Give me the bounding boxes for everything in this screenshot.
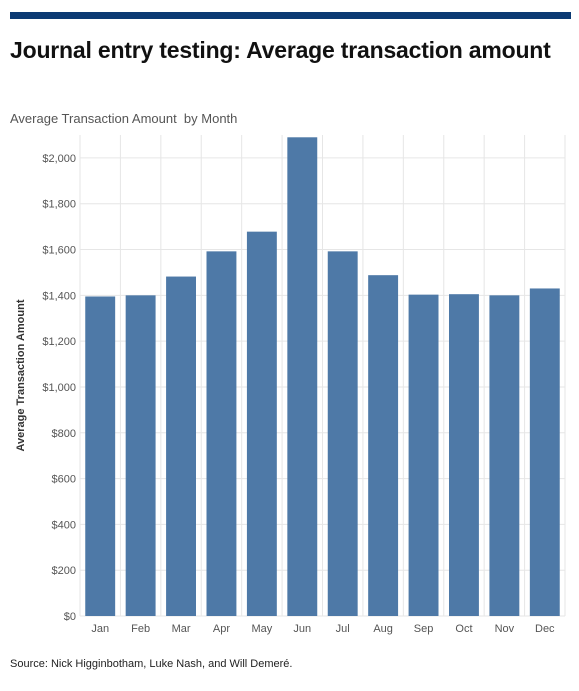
x-tick-label: Jan [91, 623, 109, 635]
x-tick-label: Jun [293, 623, 311, 635]
x-tick-label: Oct [455, 623, 472, 635]
x-tick-label: Dec [535, 623, 555, 635]
y-tick-label: $1,000 [42, 382, 76, 394]
bar-oct [449, 294, 479, 616]
bars [85, 137, 560, 617]
y-tick-label: $0 [64, 611, 76, 623]
y-tick-label: $2,000 [42, 153, 76, 165]
x-tick-label: Aug [373, 623, 393, 635]
y-tick-label: $1,200 [42, 336, 76, 348]
page-title: Journal entry testing: Average transacti… [10, 37, 551, 63]
bar-may [246, 231, 277, 617]
y-tick-label: $600 [52, 474, 76, 486]
bar-jul [327, 251, 358, 616]
x-tick-label: Mar [172, 623, 191, 635]
chart-subtitle: Average Transaction Amount by Month [10, 111, 238, 126]
bar-jun [287, 137, 318, 617]
x-tick-label: Sep [414, 623, 434, 635]
y-tick-label: $400 [52, 519, 76, 531]
gridlines [79, 135, 566, 617]
y-axis-title: Average Transaction Amount [15, 299, 27, 451]
bar-mar [166, 276, 196, 616]
y-tick-label: $1,400 [42, 290, 76, 302]
y-tick-labels: $0 $200 $400 $600 $800 $1,000 $1,200 $1,400 $1,6… [42, 153, 76, 623]
x-tick-label: May [251, 623, 272, 635]
source-note: Source: Nick Higginbotham, Luke Nash, an… [10, 658, 293, 670]
bar-apr [206, 251, 237, 616]
x-tick-label: Jul [336, 623, 350, 635]
x-tick-label: Feb [131, 623, 150, 635]
y-tick-label: $200 [52, 565, 76, 577]
bar-aug [368, 275, 399, 616]
x-tick-label: Apr [213, 623, 230, 635]
bar-nov [489, 295, 520, 616]
bar-sep [408, 294, 439, 616]
y-tick-label: $1,600 [42, 245, 76, 257]
top-accent-rule [10, 12, 571, 19]
y-tick-label: $800 [52, 428, 76, 440]
x-tick-label: Nov [495, 623, 515, 635]
y-tick-label: $1,800 [42, 199, 76, 211]
x-tick-labels: Jan Feb Mar Apr May Jun Jul Aug Sep Oct Nov Dec [91, 623, 555, 635]
bar-dec [529, 288, 560, 616]
bar-jan [85, 296, 116, 616]
bar-feb [125, 295, 156, 616]
